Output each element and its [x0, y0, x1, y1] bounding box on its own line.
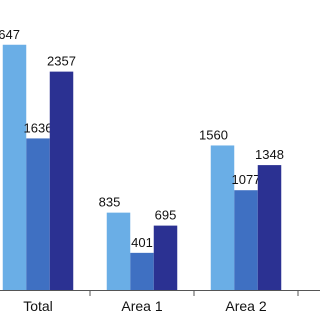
- bar: [210, 145, 235, 290]
- value-label: 401: [131, 235, 153, 250]
- value-label: 2647: [0, 27, 20, 42]
- value-label: 1348: [255, 147, 284, 162]
- bar: [106, 212, 131, 290]
- bar: [234, 190, 258, 290]
- x-tick-label: Area 1: [121, 298, 162, 314]
- bar: [49, 71, 74, 290]
- value-label: 695: [155, 208, 177, 223]
- bar: [257, 165, 282, 290]
- x-tick-label: Total: [23, 298, 53, 314]
- bar: [2, 44, 27, 291]
- value-label: 1560: [199, 127, 228, 142]
- bar: [153, 225, 178, 290]
- value-label: 1077: [232, 172, 261, 187]
- value-label: 835: [99, 195, 121, 210]
- bar: [26, 138, 50, 290]
- bar: [130, 252, 154, 290]
- value-label: 2357: [47, 54, 76, 69]
- value-label: 1636: [24, 120, 53, 135]
- x-tick-label: Area 2: [225, 298, 266, 314]
